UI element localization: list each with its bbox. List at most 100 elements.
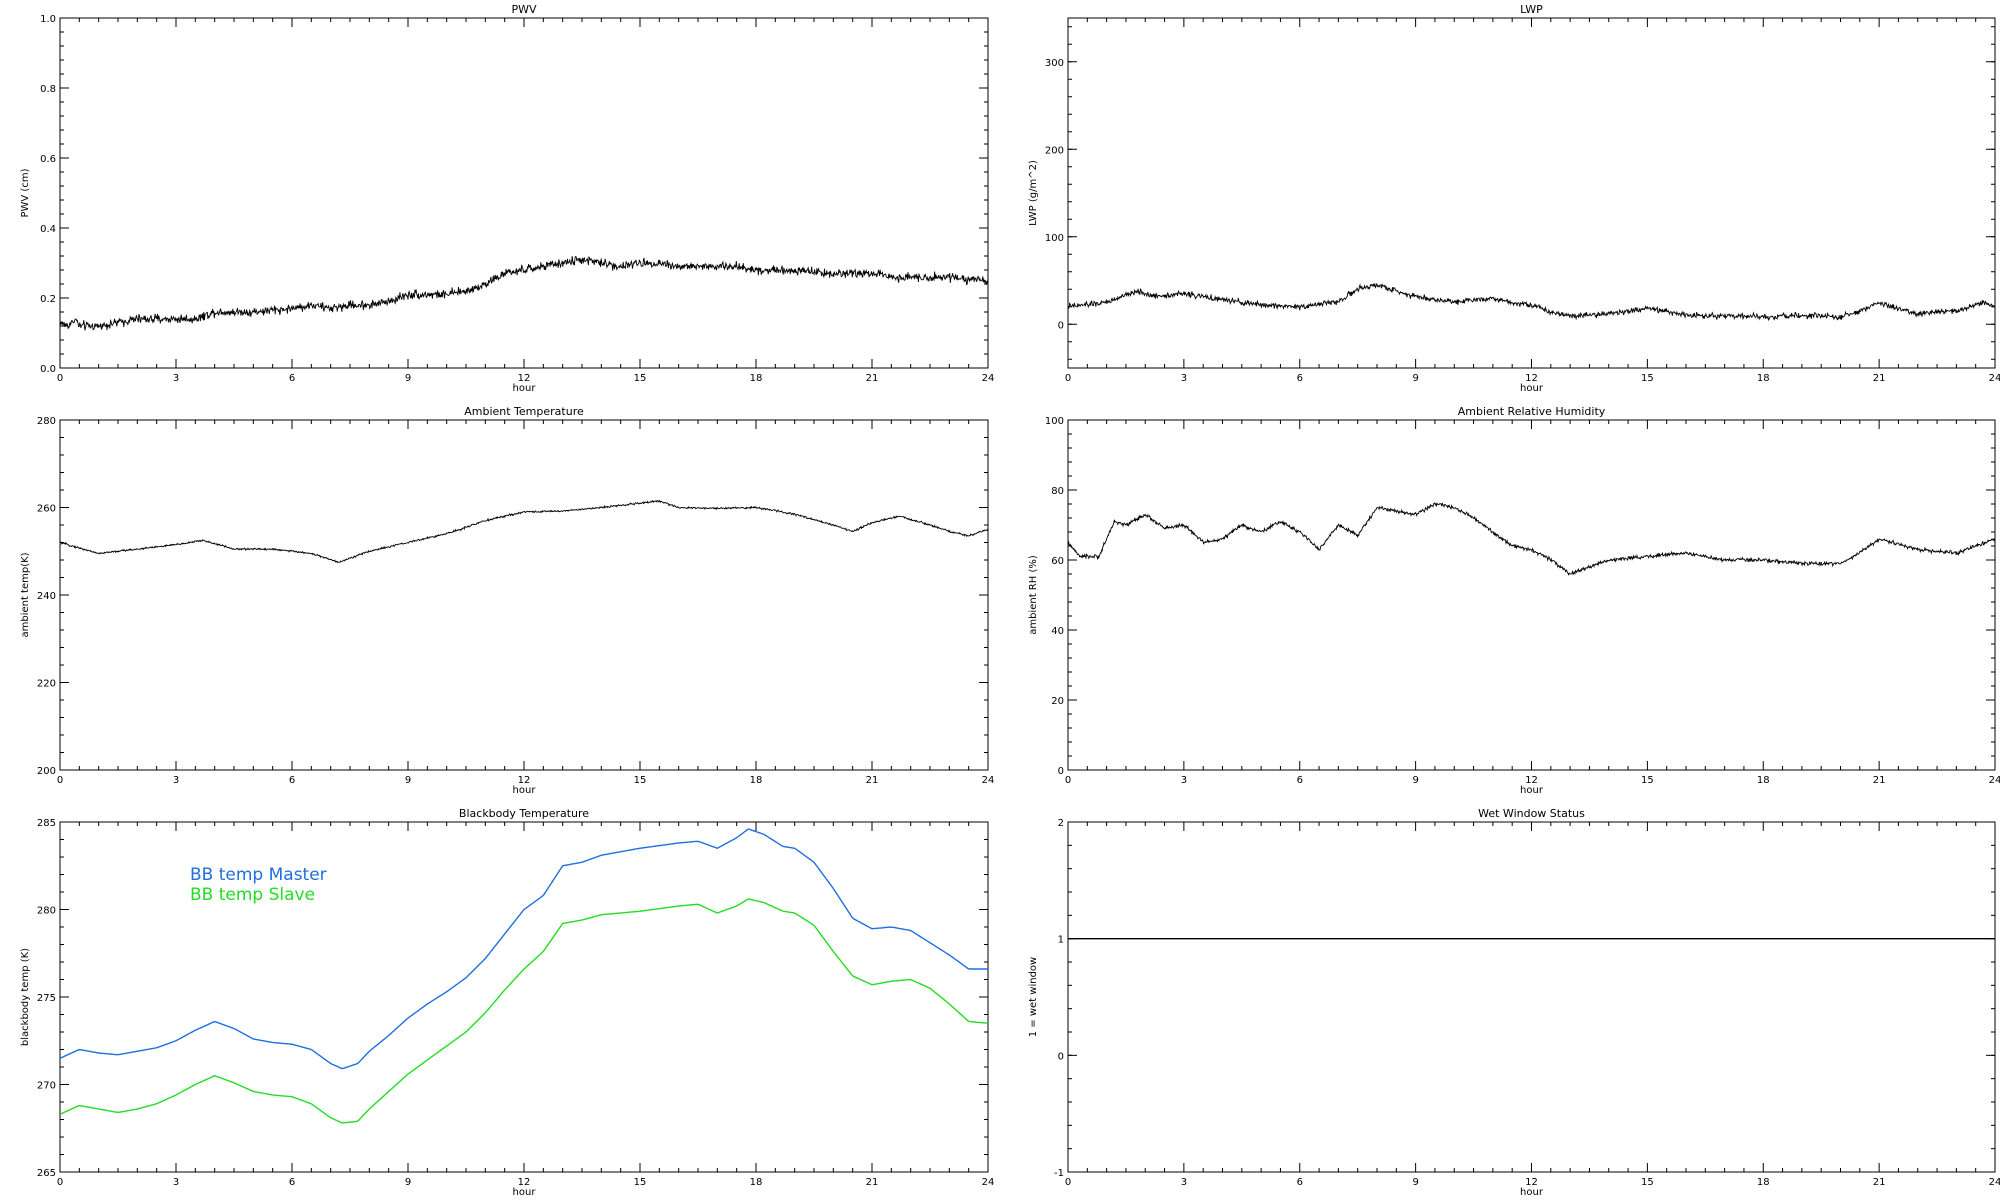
x-tick-label: 6	[1297, 1177, 1303, 1188]
x-tick-label: 15	[634, 775, 647, 786]
y-tick-label: 100	[1045, 233, 1064, 244]
x-tick-label: 6	[289, 1177, 295, 1188]
x-axis-label: hour	[513, 383, 537, 394]
x-tick-label: 15	[1641, 1177, 1654, 1188]
y-axis-label: 1 = wet window	[1028, 957, 1039, 1037]
y-tick-label: 240	[37, 591, 56, 602]
y-tick-label: 0.2	[40, 294, 56, 305]
x-tick-label: 18	[1757, 1177, 1770, 1188]
plot-frame	[59, 419, 989, 771]
x-tick-label: 18	[750, 1177, 763, 1188]
chart-title: Wet Window Status	[1478, 807, 1585, 820]
series-line-1	[60, 499, 988, 564]
y-axis-label: blackbody temp (K)	[20, 948, 31, 1046]
y-tick-label: 2	[1058, 818, 1064, 829]
x-tick-label: 15	[634, 1177, 647, 1188]
y-tick-label: 20	[1051, 696, 1064, 707]
y-tick-label: 1.0	[40, 14, 56, 25]
series-line-1	[1068, 282, 1995, 322]
plot-frame	[1067, 821, 1996, 1173]
y-tick-label: 200	[37, 766, 56, 777]
x-tick-label: 18	[750, 373, 763, 384]
x-tick-label: 0	[57, 775, 63, 786]
y-axis-label: ambient RH (%)	[1028, 555, 1039, 635]
plot-frame	[1067, 419, 1996, 771]
x-tick-label: 0	[57, 1177, 63, 1188]
x-tick-label: 0	[57, 373, 63, 384]
y-tick-label: 280	[37, 906, 56, 917]
y-tick-label: 0.8	[40, 84, 56, 95]
x-tick-label: 24	[982, 1177, 995, 1188]
x-tick-label: 15	[634, 373, 647, 384]
y-tick-label: 0.0	[40, 364, 56, 375]
x-axis-label: hour	[1520, 785, 1544, 796]
x-tick-label: 3	[1181, 775, 1187, 786]
chart-panel-2: LWP 0 3 6 9 12 15 18 21 24 hour 0 100 200 300 LWP (g/m^…	[1028, 3, 2000, 394]
y-tick-label: 40	[1051, 626, 1064, 637]
x-axis-label: hour	[513, 1187, 537, 1198]
x-tick-label: 24	[1989, 775, 2000, 786]
x-tick-label: 0	[1065, 1177, 1071, 1188]
x-tick-label: 6	[289, 775, 295, 786]
series-line-1	[60, 828, 988, 1070]
x-tick-label: 0	[1065, 373, 1071, 384]
y-tick-label: 0	[1058, 1051, 1064, 1062]
chart-panel-1: PWV 0 3 6 9 12 15 18 21 24 hour 0.0 0.2 0.4 0.6 0.8 1.0 P…	[20, 3, 994, 394]
x-tick-label: 9	[405, 1177, 411, 1188]
y-axis-label: PWV (cm)	[20, 168, 31, 217]
chart-title: Blackbody Temperature	[459, 807, 589, 820]
x-tick-label: 3	[173, 775, 179, 786]
chart-panel-3: Ambient Temperature 0 3 6 9 12 15 18 21 24 hour 200…	[20, 405, 994, 796]
y-tick-label: 265	[37, 1168, 56, 1179]
x-tick-label: 12	[518, 373, 531, 384]
chart-panel-4: Ambient Relative Humidity 0 3 6 9 12 15 18 21 24 h…	[1028, 405, 2000, 796]
x-tick-label: 3	[173, 373, 179, 384]
chart-panel-5: Blackbody Temperature 0 3 6 9 12 15 18 21 24 hour 2…	[20, 807, 994, 1198]
x-tick-label: 24	[982, 373, 995, 384]
x-tick-label: 9	[405, 373, 411, 384]
x-tick-label: 12	[518, 1177, 531, 1188]
plot-frame	[1067, 17, 1996, 369]
y-tick-label: 270	[37, 1081, 56, 1092]
x-tick-label: 9	[1412, 373, 1418, 384]
x-axis-label: hour	[1520, 383, 1544, 394]
x-tick-label: 18	[1757, 373, 1770, 384]
y-tick-label: 280	[37, 416, 56, 427]
x-tick-label: 0	[1065, 775, 1071, 786]
x-tick-label: 12	[1525, 1177, 1538, 1188]
x-tick-label: 21	[866, 775, 879, 786]
x-tick-label: 9	[1412, 1177, 1418, 1188]
y-tick-label: 300	[1045, 58, 1064, 69]
x-tick-label: 15	[1641, 373, 1654, 384]
y-tick-label: 285	[37, 818, 56, 829]
y-tick-label: 1	[1058, 935, 1064, 946]
x-tick-label: 21	[866, 373, 879, 384]
y-axis-label: ambient temp(K)	[20, 552, 31, 637]
x-tick-label: 6	[289, 373, 295, 384]
chart-title: Ambient Temperature	[464, 405, 584, 418]
x-axis-label: hour	[513, 785, 537, 796]
x-tick-label: 6	[1297, 775, 1303, 786]
y-tick-label: 80	[1051, 486, 1064, 497]
x-axis-label: hour	[1520, 1187, 1544, 1198]
y-axis-label: LWP (g/m^2)	[1028, 160, 1039, 226]
chart-title: PWV	[511, 3, 537, 16]
y-tick-label: -1	[1054, 1168, 1064, 1179]
chart-title: Ambient Relative Humidity	[1458, 405, 1606, 418]
x-tick-label: 6	[1297, 373, 1303, 384]
x-tick-label: 15	[1641, 775, 1654, 786]
series-line-1	[1068, 502, 1995, 576]
x-tick-label: 21	[1873, 1177, 1886, 1188]
x-tick-label: 3	[1181, 1177, 1187, 1188]
x-tick-label: 18	[750, 775, 763, 786]
y-tick-label: 60	[1051, 556, 1064, 567]
series-line-2	[60, 898, 988, 1124]
x-tick-label: 24	[1989, 373, 2000, 384]
y-tick-label: 275	[37, 993, 56, 1004]
legend-entry: BB temp Slave	[190, 885, 315, 905]
legend-entry: BB temp Master	[190, 865, 327, 885]
y-tick-label: 0.4	[40, 224, 56, 235]
y-tick-label: 0.6	[40, 154, 56, 165]
